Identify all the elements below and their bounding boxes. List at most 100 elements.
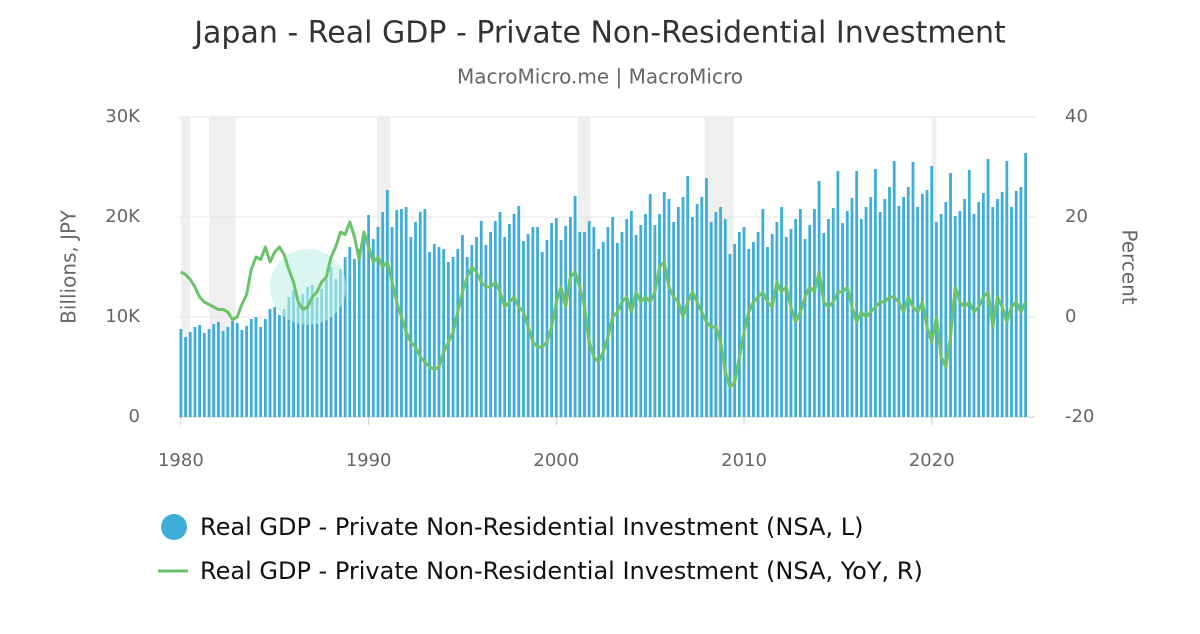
- bar: [1005, 161, 1009, 417]
- bar: [775, 222, 779, 417]
- bar: [188, 332, 192, 417]
- bar: [531, 227, 535, 417]
- bar: [287, 297, 291, 417]
- bar: [625, 219, 629, 417]
- bar: [808, 225, 812, 417]
- chart-subtitle: MacroMicro.me | MacroMicro: [457, 65, 743, 89]
- bar: [522, 241, 525, 417]
- bar: [667, 199, 671, 417]
- bar: [606, 227, 610, 417]
- y2-tick-label: 0: [1065, 306, 1076, 327]
- bar: [705, 178, 708, 417]
- bar: [874, 169, 877, 417]
- bar: [512, 214, 516, 417]
- bar: [723, 219, 727, 417]
- bar: [193, 327, 197, 417]
- bar: [493, 221, 497, 417]
- bar: [944, 202, 948, 417]
- bar: [179, 329, 183, 417]
- bar: [324, 279, 328, 417]
- bar: [719, 207, 722, 417]
- bar: [939, 214, 943, 417]
- bar: [301, 294, 305, 417]
- bar: [278, 315, 281, 417]
- bar: [343, 257, 347, 417]
- x-tick-label: 1980: [158, 450, 204, 471]
- bar: [672, 222, 676, 417]
- bar: [507, 224, 511, 417]
- bar: [475, 237, 478, 417]
- bar: [353, 259, 356, 417]
- bar: [695, 204, 699, 417]
- bar: [212, 324, 216, 417]
- bar: [554, 218, 558, 417]
- bar: [845, 211, 849, 417]
- bar: [568, 217, 572, 417]
- bar: [385, 190, 389, 417]
- bar: [437, 247, 441, 417]
- bar: [630, 211, 633, 417]
- bar: [653, 225, 657, 417]
- bar: [404, 207, 408, 417]
- bar: [428, 252, 432, 417]
- bar: [780, 207, 783, 417]
- bar: [789, 229, 793, 417]
- bar: [859, 219, 863, 417]
- y-tick-label: 30K: [105, 106, 141, 127]
- y-axis-title: Billions, JPY: [57, 209, 81, 324]
- bar: [470, 245, 474, 417]
- bar: [925, 190, 929, 417]
- y2-tick-label: 40: [1065, 106, 1088, 127]
- bar: [597, 249, 600, 417]
- bar: [892, 161, 896, 417]
- watermark-logo: [270, 249, 346, 325]
- x-tick-label: 2010: [721, 450, 767, 471]
- bar: [517, 206, 521, 417]
- bar: [681, 197, 685, 417]
- bar: [592, 227, 596, 417]
- legend-label[interactable]: Real GDP - Private Non-Residential Inves…: [200, 557, 923, 585]
- bar: [991, 207, 995, 417]
- y2-tick-label: -20: [1065, 406, 1094, 427]
- bar: [676, 207, 680, 417]
- bar: [456, 249, 460, 417]
- bar: [634, 235, 638, 417]
- bar: [761, 209, 765, 417]
- bar: [498, 212, 502, 417]
- bar: [564, 226, 568, 417]
- bar: [414, 222, 417, 417]
- bar: [639, 225, 643, 417]
- legend-marker: [161, 514, 187, 540]
- bar: [573, 196, 577, 417]
- bar: [381, 212, 385, 417]
- bar: [977, 202, 981, 417]
- x-tick-label: 1990: [346, 450, 392, 471]
- bar: [348, 247, 352, 417]
- chart-title: Japan - Real GDP - Private Non-Residenti…: [192, 16, 1006, 51]
- bar: [461, 235, 464, 417]
- bar: [742, 227, 746, 417]
- bar: [817, 181, 821, 417]
- bar: [221, 331, 225, 417]
- bar: [714, 212, 718, 417]
- bar: [202, 333, 206, 417]
- bar: [728, 254, 732, 417]
- legend-label[interactable]: Real GDP - Private Non-Residential Inves…: [200, 513, 863, 541]
- y2-tick-label: 20: [1065, 206, 1088, 227]
- bar: [484, 245, 488, 417]
- bar: [184, 337, 187, 417]
- bar: [465, 257, 469, 417]
- bar: [949, 173, 952, 417]
- bar: [268, 309, 272, 417]
- bar: [442, 249, 446, 417]
- bar: [371, 239, 375, 417]
- bar: [878, 212, 882, 417]
- bar: [784, 237, 788, 417]
- bar: [395, 210, 399, 417]
- bar: [822, 233, 826, 417]
- bar: [479, 221, 483, 417]
- y-tick-label: 10K: [105, 306, 141, 327]
- bar: [770, 234, 774, 417]
- bar: [320, 289, 324, 417]
